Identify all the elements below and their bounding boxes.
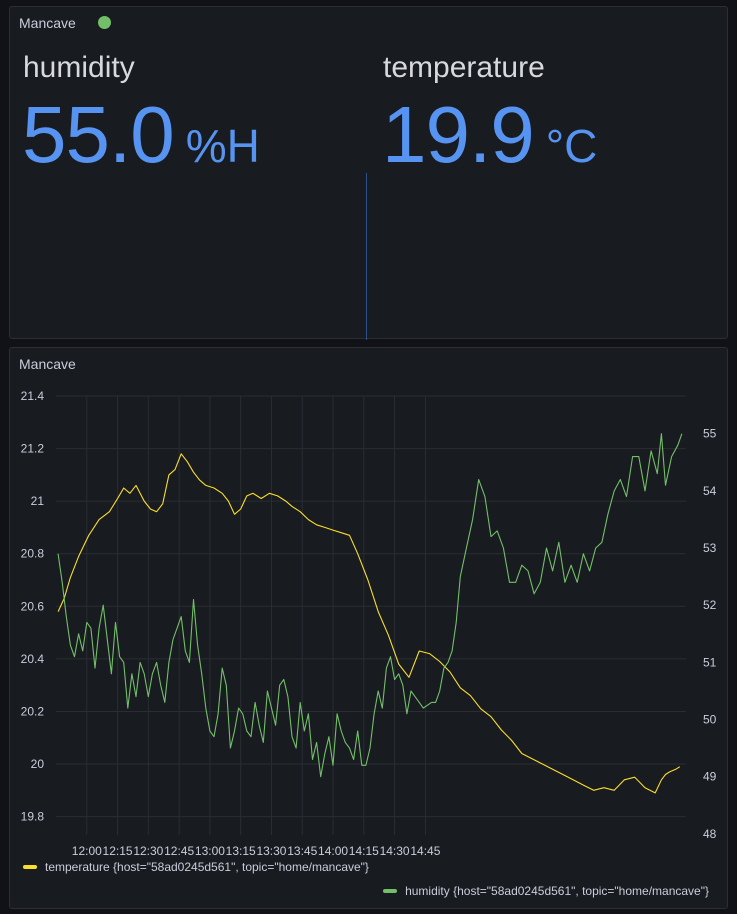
y-left-tick-label: 21.2 (21, 442, 45, 456)
y-right-tick-label: 53 (703, 541, 717, 555)
graph-panel: Mancave 21.4 21.2 21 20.8 20.6 20.4 20.2 20 19.8… (9, 347, 728, 909)
x-tick-label: 13:15 (226, 844, 256, 858)
y-left-tick-label: 19.8 (21, 810, 45, 824)
x-tick-label: 12:15 (103, 844, 133, 858)
y-left-tick-label: 20 (31, 757, 45, 771)
x-tick-label: 13:00 (195, 844, 225, 858)
y-left-tick-label: 21 (31, 494, 45, 508)
chart-axes: 21.4 21.2 21 20.8 20.6 20.4 20.2 20 19.8 55 54 53 52… (21, 389, 717, 858)
chart-grid (56, 395, 686, 835)
x-tick-label: 12:45 (164, 844, 194, 858)
y-left-tick-label: 20.8 (21, 547, 45, 561)
legend-item-temperature[interactable]: temperature {host="58ad0245d561", topic=… (23, 860, 369, 874)
status-indicator-icon (98, 16, 111, 29)
legend-label-humidity: humidity {host="58ad0245d561", topic="ho… (405, 884, 709, 898)
y-right-tick-label: 55 (703, 427, 717, 441)
temperature-unit: °C (545, 120, 598, 172)
legend-swatch-icon (383, 888, 398, 893)
y-right-tick-label: 50 (703, 713, 717, 727)
humidity-label: humidity (23, 51, 135, 84)
x-tick-label: 13:30 (256, 844, 286, 858)
stat-divider (366, 173, 367, 340)
y-left-tick-label: 20.4 (21, 652, 45, 666)
y-right-tick-label: 48 (703, 827, 717, 841)
x-tick-label: 14:00 (318, 844, 348, 858)
y-left-tick-label: 20.6 (21, 599, 45, 613)
legend-item-humidity[interactable]: humidity {host="58ad0245d561", topic="ho… (383, 884, 709, 898)
graph-panel-title[interactable]: Mancave (19, 356, 76, 372)
y-right-tick-label: 52 (703, 598, 717, 612)
y-left-tick-label: 20.2 (21, 704, 45, 718)
x-tick-label: 12:00 (72, 844, 102, 858)
humidity-stat: 55.0 %H (22, 89, 260, 181)
x-tick-label: 14:30 (380, 844, 410, 858)
stat-panel-title[interactable]: Mancave (19, 15, 76, 31)
temperature-label: temperature (383, 51, 545, 84)
stat-panel: Mancave humidity 55.0 %H temperature 19.9… (9, 6, 728, 340)
y-right-tick-label: 51 (703, 655, 717, 669)
y-left-tick-label: 21.4 (21, 389, 45, 403)
x-tick-label: 14:45 (410, 844, 440, 858)
x-tick-label: 14:15 (349, 844, 379, 858)
chart-series (57, 433, 683, 794)
temperature-stat: 19.9 °C (382, 89, 597, 181)
humidity-value: 55.0 (22, 90, 175, 179)
x-tick-label: 13:45 (287, 844, 317, 858)
legend-label-temperature: temperature {host="58ad0245d561", topic=… (45, 860, 369, 874)
time-series-chart[interactable]: 21.4 21.2 21 20.8 20.6 20.4 20.2 20 19.8 55 54 53 52… (10, 348, 727, 908)
y-right-tick-label: 49 (703, 770, 717, 784)
x-tick-label: 12:30 (133, 844, 163, 858)
legend-swatch-icon (23, 864, 37, 869)
humidity-unit: %H (185, 120, 260, 172)
series-line-humidity[interactable] (57, 433, 683, 778)
temperature-value: 19.9 (382, 90, 535, 179)
series-line-temperature[interactable] (57, 453, 681, 794)
y-right-tick-label: 54 (703, 484, 717, 498)
